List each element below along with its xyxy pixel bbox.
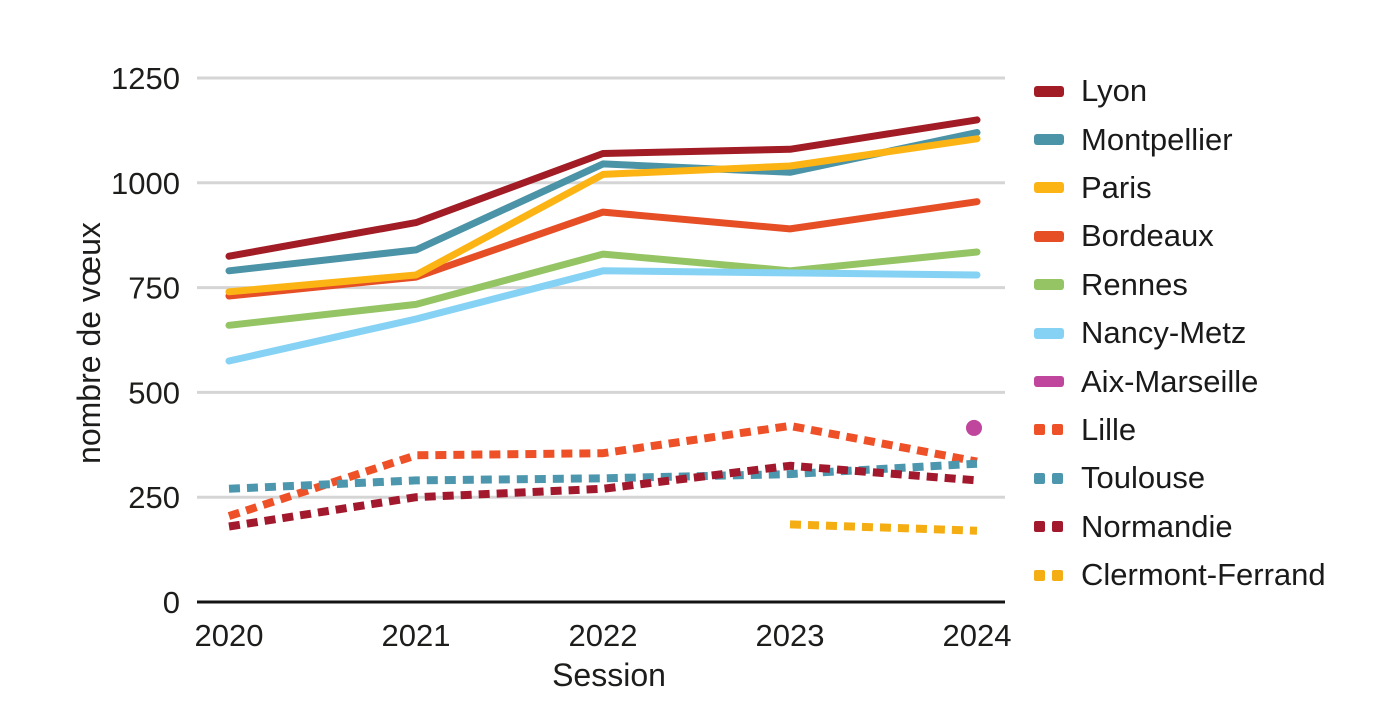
legend-item-rennes: Rennes [1034, 261, 1326, 309]
series-nancy-metz-line [225, 267, 981, 365]
y-tick-label-0: 0 [163, 585, 180, 620]
x-tick-label-2020: 2020 [195, 618, 264, 653]
legend-label: Toulouse [1081, 460, 1206, 496]
series-toulouse-line [228, 459, 978, 493]
legend-item-clermont-ferrand: Clermont-Ferrand [1034, 551, 1326, 599]
legend-swatch-toulouse [1034, 472, 1081, 484]
x-axis-title: Session [552, 657, 666, 693]
series-clermont-ferrand-line [789, 520, 978, 535]
legend-label: Lyon [1081, 73, 1148, 109]
dashed-swatch-square [1052, 424, 1063, 436]
legend-label: Montpellier [1081, 121, 1233, 157]
y-tick-label-500: 500 [128, 375, 180, 410]
series-normandie-line [228, 461, 978, 531]
series-paris-line [225, 135, 981, 296]
legend-swatch-paris [1034, 182, 1081, 194]
dashed-swatch-square [1034, 521, 1045, 533]
y-tick-label-1250: 1250 [111, 61, 180, 96]
x-tick-label-2024: 2024 [943, 618, 1012, 653]
legend-label: Rennes [1081, 266, 1188, 302]
solid-swatch-bar [1034, 376, 1064, 388]
series-rennes-line [225, 248, 981, 329]
dashed-swatch-square [1052, 472, 1063, 484]
x-tick-label-2021: 2021 [382, 618, 451, 653]
solid-swatch-bar [1034, 134, 1064, 146]
solid-swatch-bar [1034, 230, 1064, 242]
legend-item-toulouse: Toulouse [1034, 454, 1326, 502]
x-axis-ticks: 2020 2021 2022 2023 2024 [195, 618, 1012, 653]
legend-swatch-montpellier [1034, 134, 1081, 146]
series-lille-line [227, 421, 978, 520]
legend-item-montpellier: Montpellier [1034, 115, 1326, 163]
solid-swatch-bar [1034, 327, 1064, 339]
series-aix-marseille-point [966, 419, 982, 436]
legend-swatch-nancy-metz [1034, 327, 1081, 339]
legend-item-aix-marseille: Aix-Marseille [1034, 357, 1326, 405]
y-axis-title: nombre de vœux [71, 222, 107, 464]
legend-item-lille: Lille [1034, 406, 1326, 454]
y-axis-ticks: 0 250 500 750 1000 1250 [111, 61, 180, 620]
series-layer [225, 116, 982, 535]
legend-swatch-lille [1034, 424, 1081, 436]
legend-item-bordeaux: Bordeaux [1034, 212, 1326, 260]
solid-swatch-bar [1034, 85, 1064, 97]
legend-label: Nancy-Metz [1081, 315, 1247, 351]
legend-swatch-aix-marseille [1034, 376, 1081, 388]
legend-swatch-lyon [1034, 85, 1081, 97]
legend-label: Bordeaux [1081, 218, 1214, 254]
y-tick-label-750: 750 [128, 271, 180, 306]
series-lyon-line [225, 116, 981, 260]
solid-swatch-bar [1034, 279, 1064, 291]
legend-item-nancy-metz: Nancy-Metz [1034, 309, 1326, 357]
dashed-swatch-square [1034, 424, 1045, 436]
legend: Lyon Montpellier Paris Bordeaux Rennes Nancy-… [1034, 67, 1326, 599]
legend-label: Aix-Marseille [1081, 363, 1259, 399]
dashed-swatch-square [1052, 521, 1063, 533]
y-tick-label-1000: 1000 [111, 166, 180, 201]
legend-label: Clermont-Ferrand [1081, 557, 1326, 593]
legend-item-normandie: Normandie [1034, 503, 1326, 551]
legend-swatch-bordeaux [1034, 230, 1081, 242]
legend-item-lyon: Lyon [1034, 67, 1326, 115]
legend-item-paris: Paris [1034, 164, 1326, 212]
legend-label: Lille [1081, 411, 1137, 447]
x-tick-label-2023: 2023 [756, 618, 825, 653]
dashed-swatch-square [1034, 569, 1045, 581]
x-tick-label-2022: 2022 [569, 618, 638, 653]
dashed-swatch-square [1052, 569, 1063, 581]
legend-swatch-normandie [1034, 521, 1081, 533]
legend-label: Normandie [1081, 508, 1233, 544]
legend-label: Paris [1081, 169, 1152, 205]
solid-swatch-bar [1034, 182, 1064, 194]
y-tick-label-250: 250 [128, 480, 180, 515]
legend-swatch-clermont-ferrand [1034, 569, 1081, 581]
legend-swatch-rennes [1034, 279, 1081, 291]
dashed-swatch-square [1034, 472, 1045, 484]
